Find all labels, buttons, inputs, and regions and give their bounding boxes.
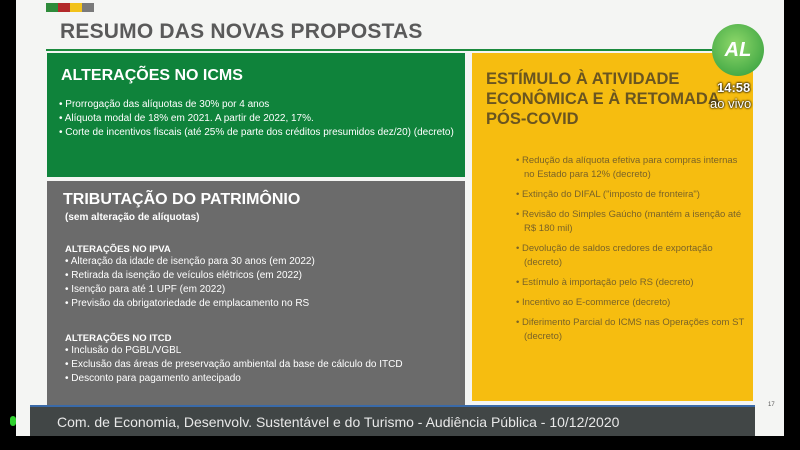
list-item: Prorrogação das alíquotas de 30% por 4 a… <box>59 98 459 112</box>
patrimonio-subheading: (sem alteração de alíquotas) <box>65 212 200 223</box>
list-item: Previsão da obrigatoriedade de emplacame… <box>65 297 465 311</box>
icms-heading: ALTERAÇÕES NO ICMS <box>61 67 243 84</box>
channel-logo: AL <box>712 24 764 76</box>
stripe <box>70 3 82 12</box>
list-item: Corte de incentivos fiscais (até 25% de … <box>59 126 459 140</box>
caption-text: Com. de Economia, Desenvolv. Sustentável… <box>57 414 620 430</box>
stripe <box>58 3 70 12</box>
page-number: 17 <box>768 402 775 408</box>
itcd-heading: ALTERAÇÕES NO ITCD <box>65 333 172 344</box>
list-item: Devolução de saldos credores de exportaç… <box>516 242 746 270</box>
flag-stripes <box>46 3 94 12</box>
estimulo-heading: ESTÍMULO À ATIVIDADE ECONÔMICA E À RETOM… <box>486 70 720 128</box>
ipva-heading: ALTERAÇÕES NO IPVA <box>65 244 171 255</box>
list-item: Exclusão das áreas de preservação ambien… <box>65 358 465 372</box>
list-item: Desconto para pagamento antecipado <box>65 372 465 386</box>
ipva-section: ALTERAÇÕES NO IPVA Alteração da idade de… <box>65 238 465 311</box>
list-item: Alíquota modal de 18% em 2021. A partir … <box>59 112 459 126</box>
list-item: Isenção para até 1 UPF (em 2022) <box>65 283 465 297</box>
itcd-list: Inclusão do PGBL/VGBLExclusão das áreas … <box>65 344 465 386</box>
list-item: Incentivo ao E-commerce (decreto) <box>516 296 746 310</box>
estimulo-box: ESTÍMULO À ATIVIDADE ECONÔMICA E À RETOM… <box>472 53 753 401</box>
live-label: ao vivo <box>710 96 752 111</box>
list-item: Diferimento Parcial do ICMS nas Operaçõe… <box>516 316 746 344</box>
list-item: Revisão do Simples Gaúcho (mantém a isen… <box>516 208 746 236</box>
list-item: Estímulo à importação pelo RS (decreto) <box>516 276 746 290</box>
icms-box: ALTERAÇÕES NO ICMS Prorrogação das alíqu… <box>47 53 465 177</box>
itcd-section: ALTERAÇÕES NO ITCD Inclusão do PGBL/VGBL… <box>65 327 465 386</box>
list-item: Extinção do DIFAL ("imposto de fronteira… <box>516 188 746 202</box>
list-item: Redução da alíquota efetiva para compras… <box>516 154 746 182</box>
ipva-list: Alteração da idade de isenção para 30 an… <box>65 255 465 311</box>
estimulo-list: Redução da alíquota efetiva para compras… <box>516 154 746 350</box>
logo-text: AL <box>724 38 752 61</box>
slide-title: RESUMO DAS NOVAS PROPOSTAS <box>60 20 423 43</box>
patrimonio-heading: TRIBUTAÇÃO DO PATRIMÔNIO <box>63 191 301 208</box>
list-item: Alteração da idade de isenção para 30 an… <box>65 255 465 269</box>
list-item: Inclusão do PGBL/VGBL <box>65 344 465 358</box>
patrimonio-box: TRIBUTAÇÃO DO PATRIMÔNIO (sem alteração … <box>47 181 465 405</box>
broadcast-caption-bar: Com. de Economia, Desenvolv. Sustentável… <box>30 405 755 436</box>
stripe <box>82 3 94 12</box>
broadcast-time: 14:58 <box>717 80 751 95</box>
list-item: Retirada da isenção de veículos elétrico… <box>65 269 465 283</box>
icms-list: Prorrogação das alíquotas de 30% por 4 a… <box>59 98 459 140</box>
title-divider <box>46 49 754 51</box>
stripe <box>46 3 58 12</box>
live-indicator-dot <box>10 416 16 426</box>
